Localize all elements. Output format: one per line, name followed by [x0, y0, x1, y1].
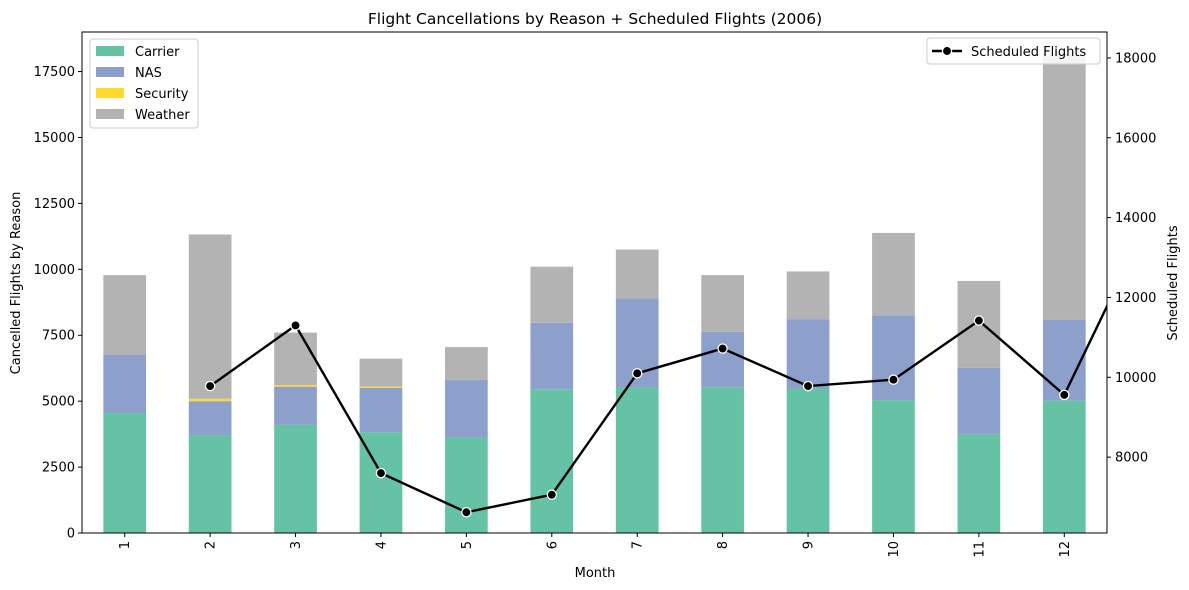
bar-weather-9 — [786, 271, 830, 320]
scheduled-flights-point-10 — [888, 374, 899, 385]
x-axis-label: Month — [575, 566, 616, 581]
bar-nas-3 — [274, 386, 317, 425]
scheduled-flights-point-9 — [802, 380, 814, 392]
legend-reasons: Carrier NAS Security Weather — [89, 38, 199, 129]
y2-tick-label-18000: 18000 — [1115, 51, 1156, 66]
legend-line-marker — [941, 45, 953, 57]
scheduled-flights-point-5 — [461, 506, 472, 518]
bar-weather-2 — [188, 234, 232, 399]
scheduled-flights-point-3 — [290, 320, 301, 331]
scheduled-flights-point-8 — [717, 343, 728, 354]
bar-weather-1 — [103, 275, 147, 356]
x-tick-label-3: 3 — [289, 541, 304, 549]
bar-weather-3 — [274, 332, 317, 386]
y-tick-label-7500: 7500 — [42, 329, 75, 344]
bar-carrier-8 — [701, 387, 744, 533]
bar-nas-1 — [103, 355, 147, 414]
x-tick-label-10: 10 — [887, 541, 902, 558]
y2-tick-label-14000: 14000 — [1115, 211, 1156, 226]
x-tick-label-8: 8 — [716, 541, 731, 549]
bar-carrier-10 — [872, 400, 915, 533]
bar-carrier-6 — [530, 389, 574, 533]
legend-label-security: Security — [135, 87, 189, 102]
x-tick-label-12: 12 — [1058, 541, 1073, 558]
legend-label-carrier: Carrier — [135, 45, 180, 60]
scheduled-flights-point-6 — [546, 489, 558, 500]
bar-nas-10 — [872, 315, 915, 401]
bar-nas-9 — [786, 319, 830, 389]
y-tick-label-17500: 17500 — [34, 65, 75, 80]
bar-weather-7 — [615, 249, 659, 299]
legend-swatch-security — [96, 88, 124, 98]
legend-reasons-box — [89, 38, 199, 129]
legend-label-weather: Weather — [135, 108, 190, 123]
y2-tick-label-12000: 12000 — [1115, 291, 1156, 306]
y2-tick-label-16000: 16000 — [1115, 131, 1156, 146]
legend-scheduled: Scheduled Flights — [926, 37, 1101, 65]
scheduled-flights-point-2 — [204, 380, 216, 392]
bar-carrier-11 — [957, 434, 1001, 533]
plot-frame — [81, 31, 1108, 534]
x-tick-label-6: 6 — [545, 541, 560, 549]
legend-scheduled-box — [926, 37, 1101, 65]
y-tick-label-15000: 15000 — [34, 131, 75, 146]
bar-nas-4 — [359, 387, 403, 433]
bar-nas-11 — [957, 367, 1001, 435]
y-tick-label-2500: 2500 — [42, 461, 75, 476]
scheduled-flights-point-11 — [973, 315, 985, 326]
x-tick-label-2: 2 — [204, 541, 219, 549]
scheduled-flights-point-12 — [1059, 389, 1070, 401]
x-tick-label-1: 1 — [118, 541, 133, 549]
bar-nas-2 — [188, 401, 232, 436]
bar-security-3 — [274, 385, 317, 387]
bar-carrier-7 — [615, 387, 659, 533]
bar-carrier-9 — [786, 388, 830, 533]
bar-weather-5 — [445, 347, 488, 381]
y-tick-label-5000: 5000 — [42, 395, 75, 410]
bar-security-4 — [359, 386, 403, 388]
x-tick-label-7: 7 — [631, 541, 646, 549]
legend-label-scheduled-flights: Scheduled Flights — [971, 45, 1086, 60]
y-tick-label-12500: 12500 — [34, 197, 75, 212]
bar-layer — [103, 52, 1086, 533]
y2-tick-label-10000: 10000 — [1115, 371, 1156, 386]
bar-carrier-12 — [1042, 400, 1086, 533]
bar-carrier-1 — [103, 413, 147, 533]
y2-tick-label-8000: 8000 — [1115, 451, 1148, 466]
scheduled-flights-line — [209, 303, 1107, 514]
y2-axis-label: Scheduled Flights — [1166, 225, 1181, 340]
bar-carrier-3 — [274, 424, 317, 533]
bar-carrier-5 — [445, 437, 488, 533]
x-tick-label-4: 4 — [374, 541, 389, 549]
legend-label-nas: NAS — [135, 66, 162, 81]
legend-swatch-weather — [96, 109, 124, 119]
bar-nas-8 — [701, 331, 744, 388]
axes-layer: 0 2500 5000 7500 10000 12500 15000 17500 8000 100… — [34, 31, 1156, 558]
line-layer — [204, 303, 1107, 518]
bar-weather-6 — [530, 266, 574, 323]
chart-title: Flight Cancellations by Reason + Schedul… — [368, 10, 822, 28]
scheduled-flights-point-4 — [375, 467, 387, 479]
bar-nas-6 — [530, 322, 574, 390]
bar-nas-12 — [1042, 319, 1086, 401]
bar-weather-12 — [1042, 52, 1086, 320]
bar-carrier-2 — [188, 435, 232, 533]
legend-swatch-carrier — [96, 46, 124, 56]
bar-weather-8 — [701, 275, 744, 332]
x-tick-label-9: 9 — [802, 541, 817, 549]
x-tick-label-11: 11 — [972, 541, 987, 558]
x-tick-label-5: 5 — [460, 541, 475, 549]
bar-weather-4 — [359, 358, 403, 387]
scheduled-flights-point-7 — [631, 368, 643, 379]
y-axis-label: Cancelled Flights by Reason — [9, 192, 24, 375]
y-tick-label-10000: 10000 — [34, 263, 75, 278]
bar-weather-10 — [872, 232, 915, 316]
bar-security-2 — [188, 398, 232, 402]
bar-nas-5 — [445, 380, 488, 438]
y-tick-label-0: 0 — [67, 527, 75, 542]
legend-swatch-nas — [96, 67, 124, 77]
